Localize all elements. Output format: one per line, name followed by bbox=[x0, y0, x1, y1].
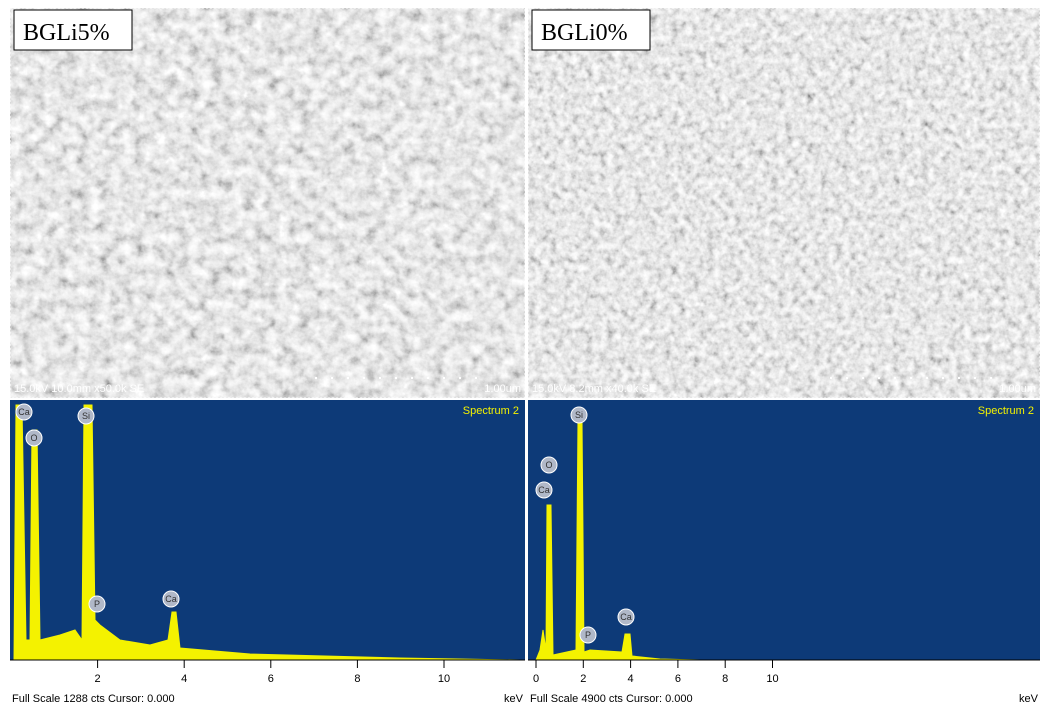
unit: keV bbox=[504, 693, 524, 705]
peak-label: Ca bbox=[620, 612, 632, 622]
peak-label: Ca bbox=[538, 485, 550, 495]
sem-info: 15.0kV 10.0mm x50.0k SE bbox=[14, 383, 144, 395]
peak-label: P bbox=[94, 599, 100, 609]
unit: keV bbox=[1019, 693, 1039, 705]
footer: Full Scale 1288 cts Cursor: 0.000 bbox=[12, 693, 175, 705]
scale-bar-label: 1.00um bbox=[999, 383, 1036, 395]
figure: BGLi5% 15.0kV 10.0mm x50.0k SE 1.00um Spect… bbox=[0, 0, 1040, 708]
spectrum-title: Spectrum 2 bbox=[978, 405, 1034, 417]
x-tick-label: 8 bbox=[354, 673, 360, 685]
peak-label: Ca bbox=[18, 407, 30, 417]
sem-info: 15.0kV 8.2mm x40.0k SE bbox=[532, 383, 656, 395]
panel-label: BGLi0% bbox=[541, 20, 628, 46]
peak-label: P bbox=[585, 630, 591, 640]
x-tick-label: 6 bbox=[268, 673, 274, 685]
sem-image bbox=[10, 8, 525, 398]
peak-label: O bbox=[30, 433, 37, 443]
peak-label: Si bbox=[82, 411, 90, 421]
x-tick-label: 4 bbox=[628, 673, 634, 685]
x-tick-label: 10 bbox=[766, 673, 778, 685]
x-tick-label: 4 bbox=[181, 673, 187, 685]
spectrum-title: Spectrum 2 bbox=[463, 405, 519, 417]
scale-bar-label: 1.00um bbox=[484, 383, 521, 395]
footer: Full Scale 4900 cts Cursor: 0.000 bbox=[530, 693, 693, 705]
panel-label: BGLi5% bbox=[23, 20, 110, 46]
spectrum-bg bbox=[528, 400, 1040, 660]
peak-label: O bbox=[545, 460, 552, 470]
x-tick-label: 10 bbox=[438, 673, 450, 685]
sem-image bbox=[528, 8, 1040, 398]
x-tick-label: 8 bbox=[722, 673, 728, 685]
peak-label: Si bbox=[575, 410, 583, 420]
x-tick-label: 2 bbox=[95, 673, 101, 685]
peak-label: Ca bbox=[165, 594, 177, 604]
x-tick-label: 2 bbox=[580, 673, 586, 685]
x-tick-label: 0 bbox=[533, 673, 539, 685]
x-tick-label: 6 bbox=[675, 673, 681, 685]
